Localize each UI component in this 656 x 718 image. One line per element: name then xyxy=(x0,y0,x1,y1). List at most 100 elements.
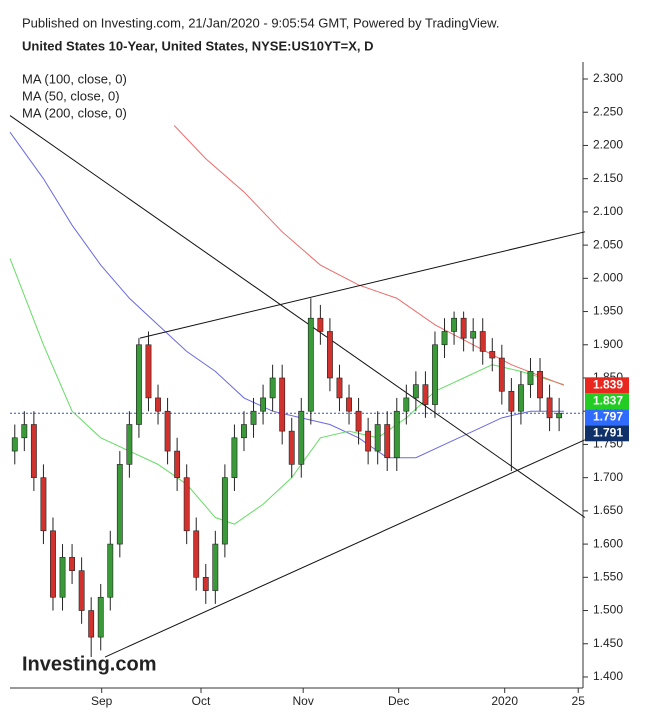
chart-title: United States 10-Year, United States, NY… xyxy=(22,38,373,53)
candle-body xyxy=(432,344,438,405)
x-tick-label: Oct xyxy=(192,694,211,708)
y-tick-label: 1.950 xyxy=(593,304,623,318)
y-tick-label: 2.000 xyxy=(593,271,623,285)
candle-body xyxy=(126,424,133,465)
candle-body xyxy=(527,371,534,385)
y-tick-label: 1.450 xyxy=(593,636,623,650)
price-label-box xyxy=(585,409,629,426)
candle-body xyxy=(260,397,267,412)
moving-average xyxy=(9,258,565,525)
candle-body xyxy=(403,397,410,412)
candle-body xyxy=(135,344,142,425)
candle-body xyxy=(69,557,76,571)
y-tick-label: 1.600 xyxy=(593,536,623,550)
candle-body xyxy=(269,377,276,399)
candle-body xyxy=(517,384,524,412)
candle-body xyxy=(470,331,477,339)
x-tick-label: Nov xyxy=(293,694,314,708)
y-tick-label: 2.300 xyxy=(593,71,623,85)
y-tick-label: 1.550 xyxy=(593,569,623,583)
candle-body xyxy=(556,412,563,419)
candle-body xyxy=(508,390,515,412)
candle-body xyxy=(145,344,152,399)
y-tick-label: 1.500 xyxy=(593,603,623,617)
candle-body xyxy=(11,437,18,452)
candle-body xyxy=(317,317,324,332)
y-tick-label: 2.050 xyxy=(593,237,623,251)
y-tick-label: 1.650 xyxy=(593,503,623,517)
candle-body xyxy=(336,377,343,399)
candle-body xyxy=(307,317,314,412)
legend-entry: MA (100, close, 0) xyxy=(22,71,127,86)
candle-body xyxy=(422,384,429,405)
x-tick-label: Dec xyxy=(388,694,409,708)
candle-body xyxy=(279,377,286,432)
trend-line xyxy=(139,231,586,339)
candle-body xyxy=(116,464,123,545)
candle-body xyxy=(537,371,543,399)
candle-body xyxy=(21,424,28,439)
price-label-box xyxy=(585,425,629,442)
price-label: 1.839 xyxy=(593,377,623,391)
candle-body xyxy=(451,317,458,332)
candle-body xyxy=(193,530,200,578)
candle-body xyxy=(183,477,190,532)
candle-body xyxy=(460,317,467,339)
candle-body xyxy=(30,424,37,478)
y-tick-label: 1.900 xyxy=(593,337,623,351)
candle-body xyxy=(298,410,305,465)
moving-average xyxy=(173,125,565,386)
candle-body xyxy=(498,357,505,392)
price-label-box xyxy=(585,393,629,410)
candle-body xyxy=(479,331,486,352)
candle-body xyxy=(202,577,209,591)
candle-body xyxy=(88,610,95,638)
candle-body xyxy=(241,424,247,439)
candle-body xyxy=(355,410,362,432)
candle-body xyxy=(393,410,400,459)
candle-body xyxy=(78,570,85,611)
candle-body xyxy=(250,410,257,425)
candle-body xyxy=(384,424,391,459)
candle-body xyxy=(40,477,47,532)
legend-entry: MA (50, close, 0) xyxy=(22,88,120,103)
candle-body xyxy=(164,410,171,452)
candle-body xyxy=(50,530,56,598)
candle-body xyxy=(221,477,228,545)
price-label: 1.797 xyxy=(593,409,623,423)
candle-body xyxy=(97,596,104,638)
candle-body xyxy=(174,450,181,478)
y-tick-label: 1.400 xyxy=(593,669,623,683)
candle-body xyxy=(288,430,295,465)
candle-body xyxy=(155,397,161,412)
y-tick-label: 2.200 xyxy=(593,138,623,152)
x-tick-label: Sep xyxy=(91,694,113,708)
candle-body xyxy=(412,384,419,399)
legend-entry: MA (200, close, 0) xyxy=(22,105,127,120)
price-label: 1.791 xyxy=(593,425,623,439)
price-label-box xyxy=(585,377,629,394)
logo: Investing.com xyxy=(22,653,156,675)
y-tick-label: 1.700 xyxy=(593,470,623,484)
y-tick-label: 2.250 xyxy=(593,104,623,118)
candle-body xyxy=(374,424,381,452)
x-tick-label: 25 xyxy=(572,694,586,708)
y-tick-label: 2.150 xyxy=(593,171,623,185)
moving-average xyxy=(9,131,564,459)
candle-body xyxy=(212,543,219,591)
candle-body xyxy=(365,430,372,452)
candle-body xyxy=(59,557,66,598)
price-label: 1.837 xyxy=(593,393,623,407)
trend-line xyxy=(104,439,586,658)
candle-body xyxy=(326,331,333,379)
x-tick-label: 2020 xyxy=(491,694,518,708)
candle-body xyxy=(546,397,553,419)
candle-body xyxy=(489,351,496,359)
published-note: Published on Investing.com, 21/Jan/2020 … xyxy=(22,15,499,30)
candle-body xyxy=(346,397,352,412)
candle-body xyxy=(441,331,448,346)
y-tick-label: 2.100 xyxy=(593,204,623,218)
trend-line xyxy=(9,115,586,518)
candle-body xyxy=(107,543,114,598)
